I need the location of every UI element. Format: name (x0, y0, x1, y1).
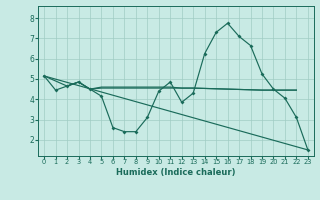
X-axis label: Humidex (Indice chaleur): Humidex (Indice chaleur) (116, 168, 236, 177)
